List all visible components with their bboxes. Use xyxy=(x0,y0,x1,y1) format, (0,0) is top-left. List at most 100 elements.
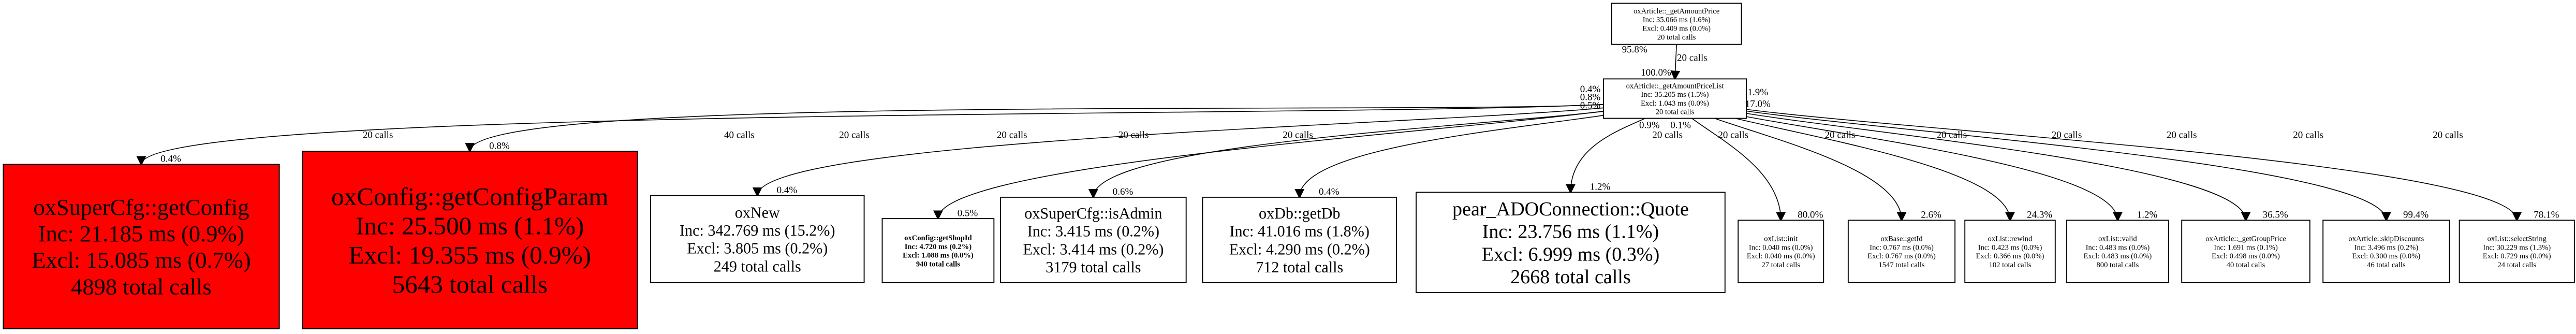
node-excl: Excl: 15.085 ms (0.7%) xyxy=(32,247,251,273)
node-inc: Inc: 23.756 ms (1.1%) xyxy=(1482,221,1659,243)
node-calls: 46 total calls xyxy=(2367,261,2406,269)
edge-target-pct: 78.1% xyxy=(2534,210,2559,221)
node-name: oxList::init xyxy=(1764,235,1798,243)
node-name: oxConfig::getShopId xyxy=(904,234,972,242)
node-calls: 40 total calls xyxy=(2227,261,2265,269)
node-box xyxy=(1416,192,1726,293)
edge-label: 20 calls xyxy=(363,130,393,141)
edge-target-pct: 99.4% xyxy=(2403,210,2428,221)
node-box xyxy=(2066,220,2169,283)
node-calls: 20 total calls xyxy=(1657,33,1696,41)
edge-label: 20 calls xyxy=(1283,130,1313,141)
edge-target-pct: 80.0% xyxy=(1798,210,1823,221)
node-excl: Excl: 3.805 ms (0.2%) xyxy=(687,240,828,257)
node-box xyxy=(881,218,995,283)
edge xyxy=(1687,98,2123,222)
node-calls: 800 total calls xyxy=(2096,261,2139,269)
edge-label: 20 calls xyxy=(839,130,870,141)
node-excl: Excl: 1.088 ms (0.0%) xyxy=(903,252,974,260)
edge xyxy=(1690,98,2251,222)
node-name: oxArticle::_getAmountPrice xyxy=(1633,7,1719,16)
node-name: oxArticle::_getGroupPrice xyxy=(2205,235,2286,243)
node-box xyxy=(1964,220,2056,283)
edge-source-pct: 0.5% xyxy=(1580,100,1601,111)
node-name: pear_ADOConnection::Quote xyxy=(1452,198,1689,220)
edge-target-pct: 0.6% xyxy=(1113,186,1134,197)
edge-source-pct: 17.0% xyxy=(1745,98,1771,109)
node-box xyxy=(1611,3,1742,45)
node-calls: 940 total calls xyxy=(916,260,960,268)
edge-label: 20 calls xyxy=(997,130,1027,141)
node-calls: 24 total calls xyxy=(2497,261,2536,269)
node-inc: Inc: 25.500 ms (1.1%) xyxy=(356,211,584,240)
node-excl: Excl: 0.483 ms (0.0%) xyxy=(2084,252,2152,260)
edge-label: 20 calls xyxy=(2167,130,2197,141)
node-inc: Inc: 21.185 ms (0.9%) xyxy=(38,221,245,246)
node-inc: Inc: 0.767 ms (0.0%) xyxy=(1870,243,1934,252)
node-excl: Excl: 0.498 ms (0.0%) xyxy=(2212,252,2280,260)
node-inc: Inc: 4.720 ms (0.2%) xyxy=(905,243,971,251)
edge xyxy=(1695,98,2391,222)
node-name: oxBase::getId xyxy=(1880,235,1923,243)
node-name: oxList::valid xyxy=(2098,235,2137,243)
node-excl: Excl: 1.043 ms (0.0%) xyxy=(1641,99,1709,108)
node-calls: 27 total calls xyxy=(1761,261,1800,269)
edge-target-pct: 1.2% xyxy=(1590,182,1611,193)
node-name: oxArticle::skipDiscounts xyxy=(2348,235,2424,243)
edge-source-pct: 0.9% xyxy=(1639,120,1660,131)
edge-label: 20 calls xyxy=(1718,130,1748,141)
node-excl: Excl: 3.414 ms (0.2%) xyxy=(1023,240,1164,258)
edge-target-pct: 0.5% xyxy=(958,208,978,219)
node-excl: Excl: 4.290 ms (0.2%) xyxy=(1229,240,1370,258)
node-inc: Inc: 35.066 ms (1.6%) xyxy=(1643,16,1711,24)
node-box xyxy=(1202,196,1397,283)
node-calls: 249 total calls xyxy=(714,257,801,275)
edge-target-pct: 36.5% xyxy=(2263,210,2288,221)
node-inc: Inc: 3.496 ms (0.2%) xyxy=(2354,243,2419,252)
node-box xyxy=(2181,220,2310,283)
node-calls: 712 total calls xyxy=(1256,258,1343,276)
node-inc: Inc: 342.769 ms (15.2%) xyxy=(680,222,835,239)
edge-source-pct: 0.4% xyxy=(1580,84,1601,95)
edge-source-pct: 0.8% xyxy=(1580,92,1601,103)
edge-source-pct: 0.1% xyxy=(1670,120,1691,131)
edge-label: 20 calls xyxy=(1937,130,1967,141)
node-inc: Inc: 1.691 ms (0.1%) xyxy=(2214,243,2278,252)
node-calls: 1547 total calls xyxy=(1878,261,1924,269)
node-inc: Inc: 3.415 ms (0.2%) xyxy=(1027,223,1159,240)
node-calls: 2668 total calls xyxy=(1510,266,1631,288)
node-inc: Inc: 30.229 ms (1.3%) xyxy=(2483,243,2551,252)
edge xyxy=(752,98,1655,197)
node-name: oxList::selectString xyxy=(2487,235,2547,243)
edge-target-pct: 0.4% xyxy=(777,185,798,196)
node-inc: Inc: 41.016 ms (1.8%) xyxy=(1230,223,1370,240)
edge-source-pct: 95.8% xyxy=(1622,45,1647,55)
edge-label: 20 calls xyxy=(2293,130,2323,141)
node-excl: Excl: 6.999 ms (0.3%) xyxy=(1482,243,1660,265)
node-inc: Inc: 0.483 ms (0.0%) xyxy=(2086,243,2150,252)
node-box xyxy=(3,164,280,329)
node-inc: Inc: 35.205 ms (1.5%) xyxy=(1641,91,1709,99)
node-excl: Excl: 0.767 ms (0.0%) xyxy=(1867,252,1936,260)
node-name: oxList::rewind xyxy=(1988,235,2033,243)
edge-target-pct: 100.0% xyxy=(1641,67,1671,78)
node-name: oxSuperCfg::isAdmin xyxy=(1024,205,1162,222)
node-calls: 20 total calls xyxy=(1656,108,1695,117)
edge-target-pct: 0.4% xyxy=(160,154,181,165)
edge-label: 40 calls xyxy=(724,130,755,141)
edge-target-pct: 24.3% xyxy=(2027,210,2052,221)
node-name: oxArticle::_getAmountPriceList xyxy=(1626,82,1724,90)
edge-label: 20 calls xyxy=(1118,130,1149,141)
node-name: oxDb::getDb xyxy=(1259,205,1340,222)
node-calls: 3179 total calls xyxy=(1046,258,1141,276)
node-excl: Excl: 0.040 ms (0.0%) xyxy=(1747,252,1815,260)
edge-label: 20 calls xyxy=(1677,52,1707,63)
edge-target-pct: 1.2% xyxy=(2137,210,2158,221)
node-box xyxy=(302,151,638,329)
node-name: oxConfig::getConfigParam xyxy=(331,182,609,211)
node-box xyxy=(1000,196,1187,283)
edge-source-pct: 1.9% xyxy=(1747,87,1768,98)
edge xyxy=(1088,98,1663,199)
